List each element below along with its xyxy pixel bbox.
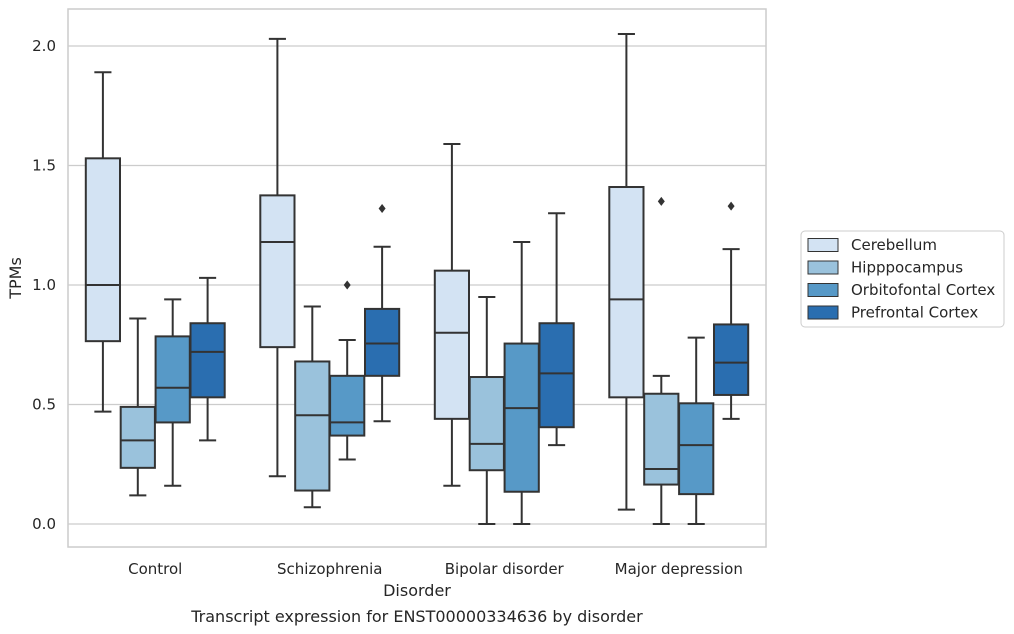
x-tick-label: Schizophrenia (277, 560, 382, 578)
box-hipppocampus (643, 196, 680, 525)
box-orbitofontal-cortex (503, 240, 540, 525)
outlier-point (727, 201, 735, 211)
boxes (84, 33, 750, 525)
iqr-box (608, 186, 645, 399)
iqr-box (468, 376, 505, 472)
box-orbitofontal-cortex (329, 280, 366, 461)
box-prefrontal-cortex (538, 212, 575, 447)
outlier-point (378, 204, 386, 214)
y-tick-label: 0.5 (32, 396, 56, 414)
iqr-box (119, 405, 156, 469)
x-tick-label: Major depression (615, 560, 743, 578)
legend: Cerebellum Hipppocampus Orbitofontal Corte… (800, 230, 1005, 328)
box-orbitofontal-cortex (154, 298, 191, 487)
iqr-box (503, 342, 540, 493)
iqr-box (712, 323, 750, 396)
legend-label: Orbitofontal Cortex (851, 281, 995, 299)
legend-label: Hipppocampus (851, 259, 963, 277)
iqr-box (294, 360, 331, 492)
y-tick-label: 0.0 (32, 515, 56, 533)
x-axis-label: Disorder (383, 581, 451, 600)
iqr-box (643, 392, 680, 486)
legend-label: Cerebellum (851, 236, 937, 254)
box-hipppocampus (294, 305, 331, 509)
iqr-box (259, 194, 296, 349)
box-prefrontal-cortex (363, 204, 401, 423)
box-prefrontal-cortex (189, 276, 226, 442)
x-tick-labels: Control Schizophrenia Bipolar disorder Majo… (128, 560, 743, 578)
box-prefrontal-cortex (712, 201, 750, 420)
legend-swatch (807, 260, 839, 275)
chart-caption: Transcript expression for ENST0000033463… (190, 607, 643, 626)
box-cerebellum (433, 142, 471, 487)
y-tick-label: 2.0 (32, 37, 56, 55)
y-tick-label: 1.5 (32, 157, 56, 175)
box-hipppocampus (119, 317, 156, 497)
box-cerebellum (84, 71, 122, 413)
box-hipppocampus (468, 295, 505, 525)
box-cerebellum (259, 37, 296, 478)
legend-item: Prefrontal Cortex (807, 304, 978, 322)
iqr-box (363, 307, 401, 377)
legend-swatch (807, 305, 839, 320)
box-orbitofontal-cortex (678, 336, 715, 525)
legend-label: Prefrontal Cortex (851, 304, 978, 322)
iqr-box (329, 374, 366, 437)
iqr-box (189, 322, 226, 399)
y-tick-label: 1.0 (32, 276, 56, 294)
iqr-box (538, 322, 575, 429)
legend-item: Cerebellum (807, 236, 937, 254)
legend-swatch (807, 238, 839, 252)
y-tick-labels: 0.0 0.5 1.0 1.5 2.0 (32, 37, 56, 533)
legend-swatch (807, 283, 839, 297)
legend-item: Orbitofontal Cortex (807, 281, 995, 299)
iqr-box (433, 269, 471, 420)
y-axis-label: TPMs (6, 257, 25, 300)
iqr-box (84, 157, 122, 343)
outlier-point (343, 280, 351, 290)
legend-frame (800, 230, 1005, 328)
x-tick-label: Bipolar disorder (445, 560, 565, 578)
box-cerebellum (608, 33, 645, 511)
x-tick-label: Control (128, 560, 182, 578)
plot-frame (67, 8, 767, 548)
iqr-box (154, 335, 191, 424)
iqr-box (678, 402, 715, 496)
outlier-point (657, 196, 665, 206)
legend-item: Hipppocampus (807, 259, 963, 277)
